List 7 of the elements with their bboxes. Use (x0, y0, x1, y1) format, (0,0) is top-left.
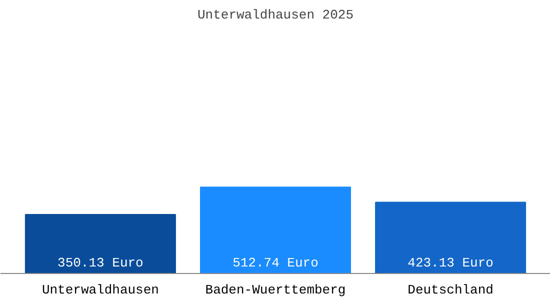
data-label: 423.13 Euro (408, 256, 494, 270)
data-label: 350.13 Euro (58, 256, 144, 270)
x-tick-label: Deutschland (408, 282, 494, 298)
x-tick-label: Unterwaldhausen (42, 282, 159, 298)
x-tick-label: Baden-Wuerttemberg (205, 282, 346, 298)
chart-title: Unterwaldhausen 2025 (197, 8, 354, 22)
data-label: 512.74 Euro (232, 256, 318, 270)
